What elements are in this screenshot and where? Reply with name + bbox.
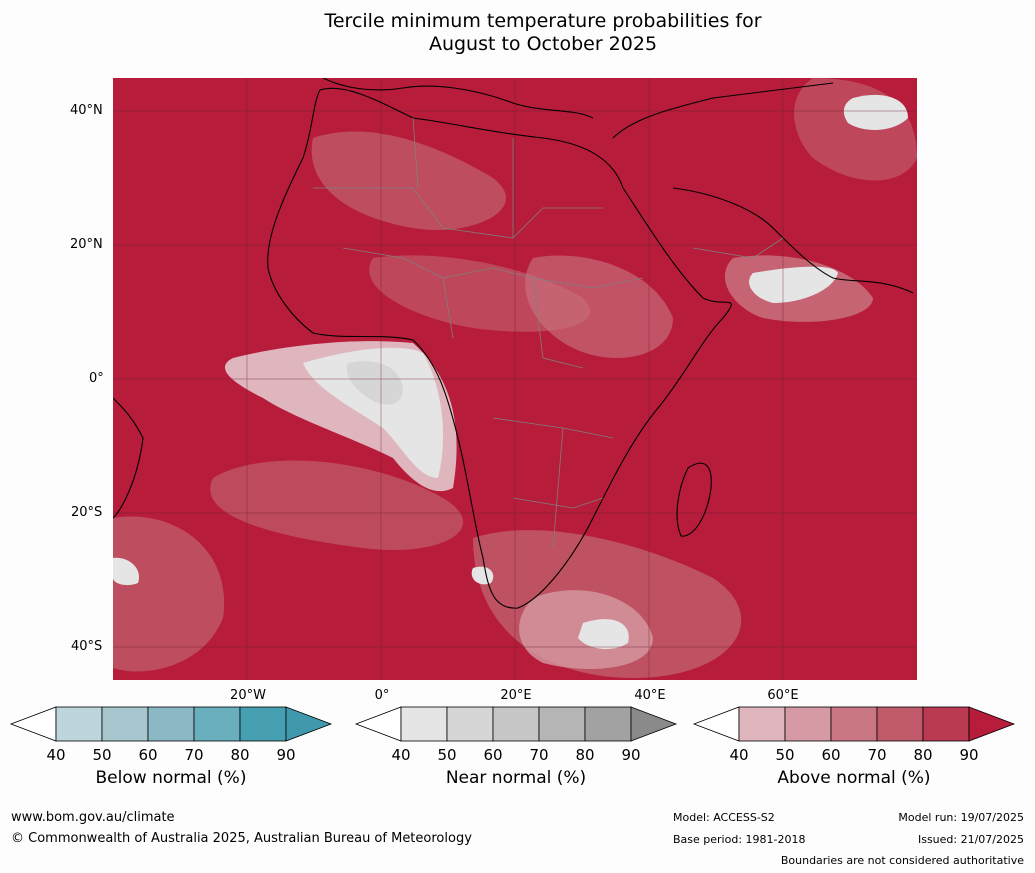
colorbar-segment xyxy=(101,706,149,742)
lat-label-20s: 20°S xyxy=(71,505,103,520)
colorbar-svg: 40 50 60 70 80 90 xyxy=(354,706,678,764)
colorbar-tick-label: 90 xyxy=(276,746,295,764)
colorbar-segment xyxy=(538,706,586,742)
probability-map xyxy=(113,78,917,680)
footer-copyright: © Commonwealth of Australia 2025, Austra… xyxy=(11,831,472,846)
colorbar-tick-label: 40 xyxy=(46,746,65,764)
footer-model: Model: ACCESS-S2 xyxy=(673,811,775,824)
colorbar-tick-label: 80 xyxy=(230,746,249,764)
colorbar-segment xyxy=(876,706,924,742)
footer-website: www.bom.gov.au/climate xyxy=(11,810,175,825)
colorbar-svg: 40 50 60 70 80 90 xyxy=(9,706,333,764)
colorbar-svg: 40 50 60 70 80 90 xyxy=(692,706,1016,764)
colorbar-low-extend xyxy=(9,706,57,742)
colorbar-title-above: Above normal (%) xyxy=(777,768,931,788)
graticule xyxy=(113,78,917,680)
colorbar-tick-label: 80 xyxy=(913,746,932,764)
colorbar-segment xyxy=(193,706,241,742)
colorbar-tick-label: 90 xyxy=(621,746,640,764)
colorbar-segment xyxy=(446,706,494,742)
colorbar-tick-label: 80 xyxy=(575,746,594,764)
colorbar-tick-label: 40 xyxy=(391,746,410,764)
chart-title: Tercile minimum temperature probabilitie… xyxy=(0,10,1035,56)
colorbar-high-extend xyxy=(285,706,333,742)
colorbar-tick-label: 70 xyxy=(867,746,886,764)
colorbar-below-normal: 40 50 60 70 80 90 xyxy=(9,706,333,768)
colorbar-tick-label: 60 xyxy=(821,746,840,764)
colorbar-segment xyxy=(400,706,448,742)
colorbar-segment xyxy=(584,706,632,742)
colorbar-segment xyxy=(830,706,878,742)
colorbar-segment xyxy=(922,706,970,742)
footer-model-run: Model run: 19/07/2025 xyxy=(898,811,1024,824)
title-line-1: Tercile minimum temperature probabilitie… xyxy=(324,10,762,32)
colorbar-segment xyxy=(55,706,103,742)
lat-label-40n: 40°N xyxy=(70,103,103,118)
colorbar-segment xyxy=(738,706,786,742)
lat-label-40s: 40°S xyxy=(71,639,103,654)
lon-label-20w: 20°W xyxy=(230,688,266,703)
lon-label-20e: 20°E xyxy=(500,688,532,703)
colorbar-segment xyxy=(492,706,540,742)
lon-label-0: 0° xyxy=(374,688,390,703)
colorbar-title-below: Below normal (%) xyxy=(95,768,247,788)
footer-disclaimer: Boundaries are not considered authoritat… xyxy=(780,854,1024,867)
title-line-2: August to October 2025 xyxy=(428,33,658,55)
footer-issued: Issued: 21/07/2025 xyxy=(917,833,1024,846)
colorbar-high-extend xyxy=(630,706,678,742)
lon-label-60e: 60°E xyxy=(767,688,799,703)
colorbar-tick-label: 50 xyxy=(775,746,794,764)
colorbar-above-normal: 40 50 60 70 80 90 xyxy=(692,706,1016,768)
colorbar-tick-label: 70 xyxy=(529,746,548,764)
colorbar-tick-label: 60 xyxy=(483,746,502,764)
lat-label-0: 0° xyxy=(89,371,104,386)
colorbar-segment xyxy=(239,706,287,742)
coastlines xyxy=(113,78,914,609)
map-svg xyxy=(113,78,917,680)
near-normal-patches xyxy=(113,94,908,650)
colorbar-segment xyxy=(147,706,195,742)
colorbar-tick-label: 90 xyxy=(959,746,978,764)
colorbar-tick-label: 70 xyxy=(184,746,203,764)
lat-label-20n: 20°N xyxy=(70,237,103,252)
colorbar-low-extend xyxy=(692,706,740,742)
country-boundaries xyxy=(313,117,784,549)
colorbar-segment xyxy=(784,706,832,742)
colorbar-tick-label: 60 xyxy=(138,746,157,764)
colorbar-near-normal: 40 50 60 70 80 90 xyxy=(354,706,678,768)
footer-base-period: Base period: 1981-2018 xyxy=(673,833,806,846)
colorbar-high-extend xyxy=(968,706,1016,742)
colorbar-low-extend xyxy=(354,706,402,742)
colorbar-title-near: Near normal (%) xyxy=(445,768,587,788)
colorbar-tick-label: 40 xyxy=(729,746,748,764)
lon-label-40e: 40°E xyxy=(634,688,666,703)
colorbar-tick-label: 50 xyxy=(92,746,111,764)
colorbar-tick-label: 50 xyxy=(437,746,456,764)
